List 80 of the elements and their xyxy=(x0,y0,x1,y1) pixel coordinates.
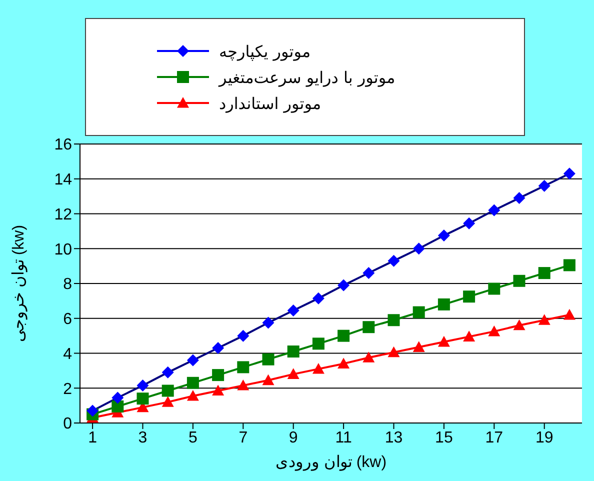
point xyxy=(112,392,124,404)
point xyxy=(162,384,174,397)
point xyxy=(186,390,199,401)
y-tick-label: 4 xyxy=(63,346,72,363)
point xyxy=(338,358,350,369)
point xyxy=(338,330,350,342)
point xyxy=(513,192,526,204)
y-tick-label: 8 xyxy=(63,276,72,294)
y-tick-label: 0 xyxy=(63,416,72,433)
x-tick-label: 1 xyxy=(88,429,98,446)
point xyxy=(563,308,576,320)
y-tick-label: 2 xyxy=(63,380,72,398)
point xyxy=(287,368,300,379)
x-tick-label: 15 xyxy=(435,429,453,446)
point xyxy=(388,254,400,267)
y-tick-label: 16 xyxy=(54,136,72,154)
point xyxy=(412,242,425,255)
x-tick-label: 17 xyxy=(485,429,504,446)
x-tick-label: 7 xyxy=(238,429,248,446)
x-tick-label: 5 xyxy=(188,429,198,446)
legend-label: موتور یکپارچه xyxy=(219,42,311,60)
point xyxy=(463,217,476,230)
point xyxy=(563,259,576,272)
legend-label: موتور با درایو سرعت‌متغیر xyxy=(219,68,396,86)
x-tick-label: 19 xyxy=(535,429,554,446)
point xyxy=(513,319,526,330)
y-tick-label: 6 xyxy=(63,311,72,328)
point xyxy=(287,304,300,317)
point xyxy=(262,374,274,386)
point xyxy=(488,282,500,295)
point xyxy=(513,274,526,287)
point xyxy=(388,314,400,326)
x-axis-title: توان ورودی (kw) xyxy=(275,454,387,471)
point xyxy=(86,404,99,417)
point xyxy=(463,330,476,342)
x-tick-label: 3 xyxy=(138,429,148,446)
point xyxy=(262,353,274,366)
point xyxy=(186,354,199,366)
point xyxy=(237,380,250,390)
point xyxy=(488,325,500,336)
point xyxy=(212,369,224,382)
point xyxy=(136,392,149,405)
point xyxy=(563,168,576,180)
point xyxy=(538,314,550,325)
point xyxy=(312,292,324,304)
point xyxy=(362,321,375,334)
x-tick-label: 11 xyxy=(335,429,352,446)
point xyxy=(112,400,124,412)
point xyxy=(463,290,476,303)
point xyxy=(362,352,375,362)
point xyxy=(488,204,500,216)
point xyxy=(338,279,350,292)
point xyxy=(438,298,450,310)
point xyxy=(212,384,224,396)
point xyxy=(162,396,174,407)
point xyxy=(438,230,450,242)
point xyxy=(237,361,250,374)
x-tick-label: 13 xyxy=(384,429,403,446)
point xyxy=(287,346,300,358)
point xyxy=(262,316,274,329)
point xyxy=(212,342,224,354)
y-tick-label: 14 xyxy=(54,172,72,189)
legend-label: موتور استاندارد xyxy=(219,94,322,112)
point xyxy=(186,376,199,389)
point xyxy=(362,267,375,280)
point xyxy=(412,306,425,318)
point xyxy=(538,180,550,192)
y-axis-title: توان خروجی (kw) xyxy=(10,224,28,342)
y-tick-label: 12 xyxy=(54,206,72,224)
point xyxy=(312,338,324,350)
point xyxy=(388,346,400,358)
point xyxy=(438,336,450,347)
point xyxy=(162,366,174,378)
point xyxy=(136,380,149,392)
point xyxy=(538,267,550,280)
point xyxy=(412,341,425,352)
point xyxy=(312,362,324,374)
point xyxy=(237,330,250,342)
y-tick-label: 10 xyxy=(54,241,72,258)
x-tick-label: 9 xyxy=(288,429,298,446)
